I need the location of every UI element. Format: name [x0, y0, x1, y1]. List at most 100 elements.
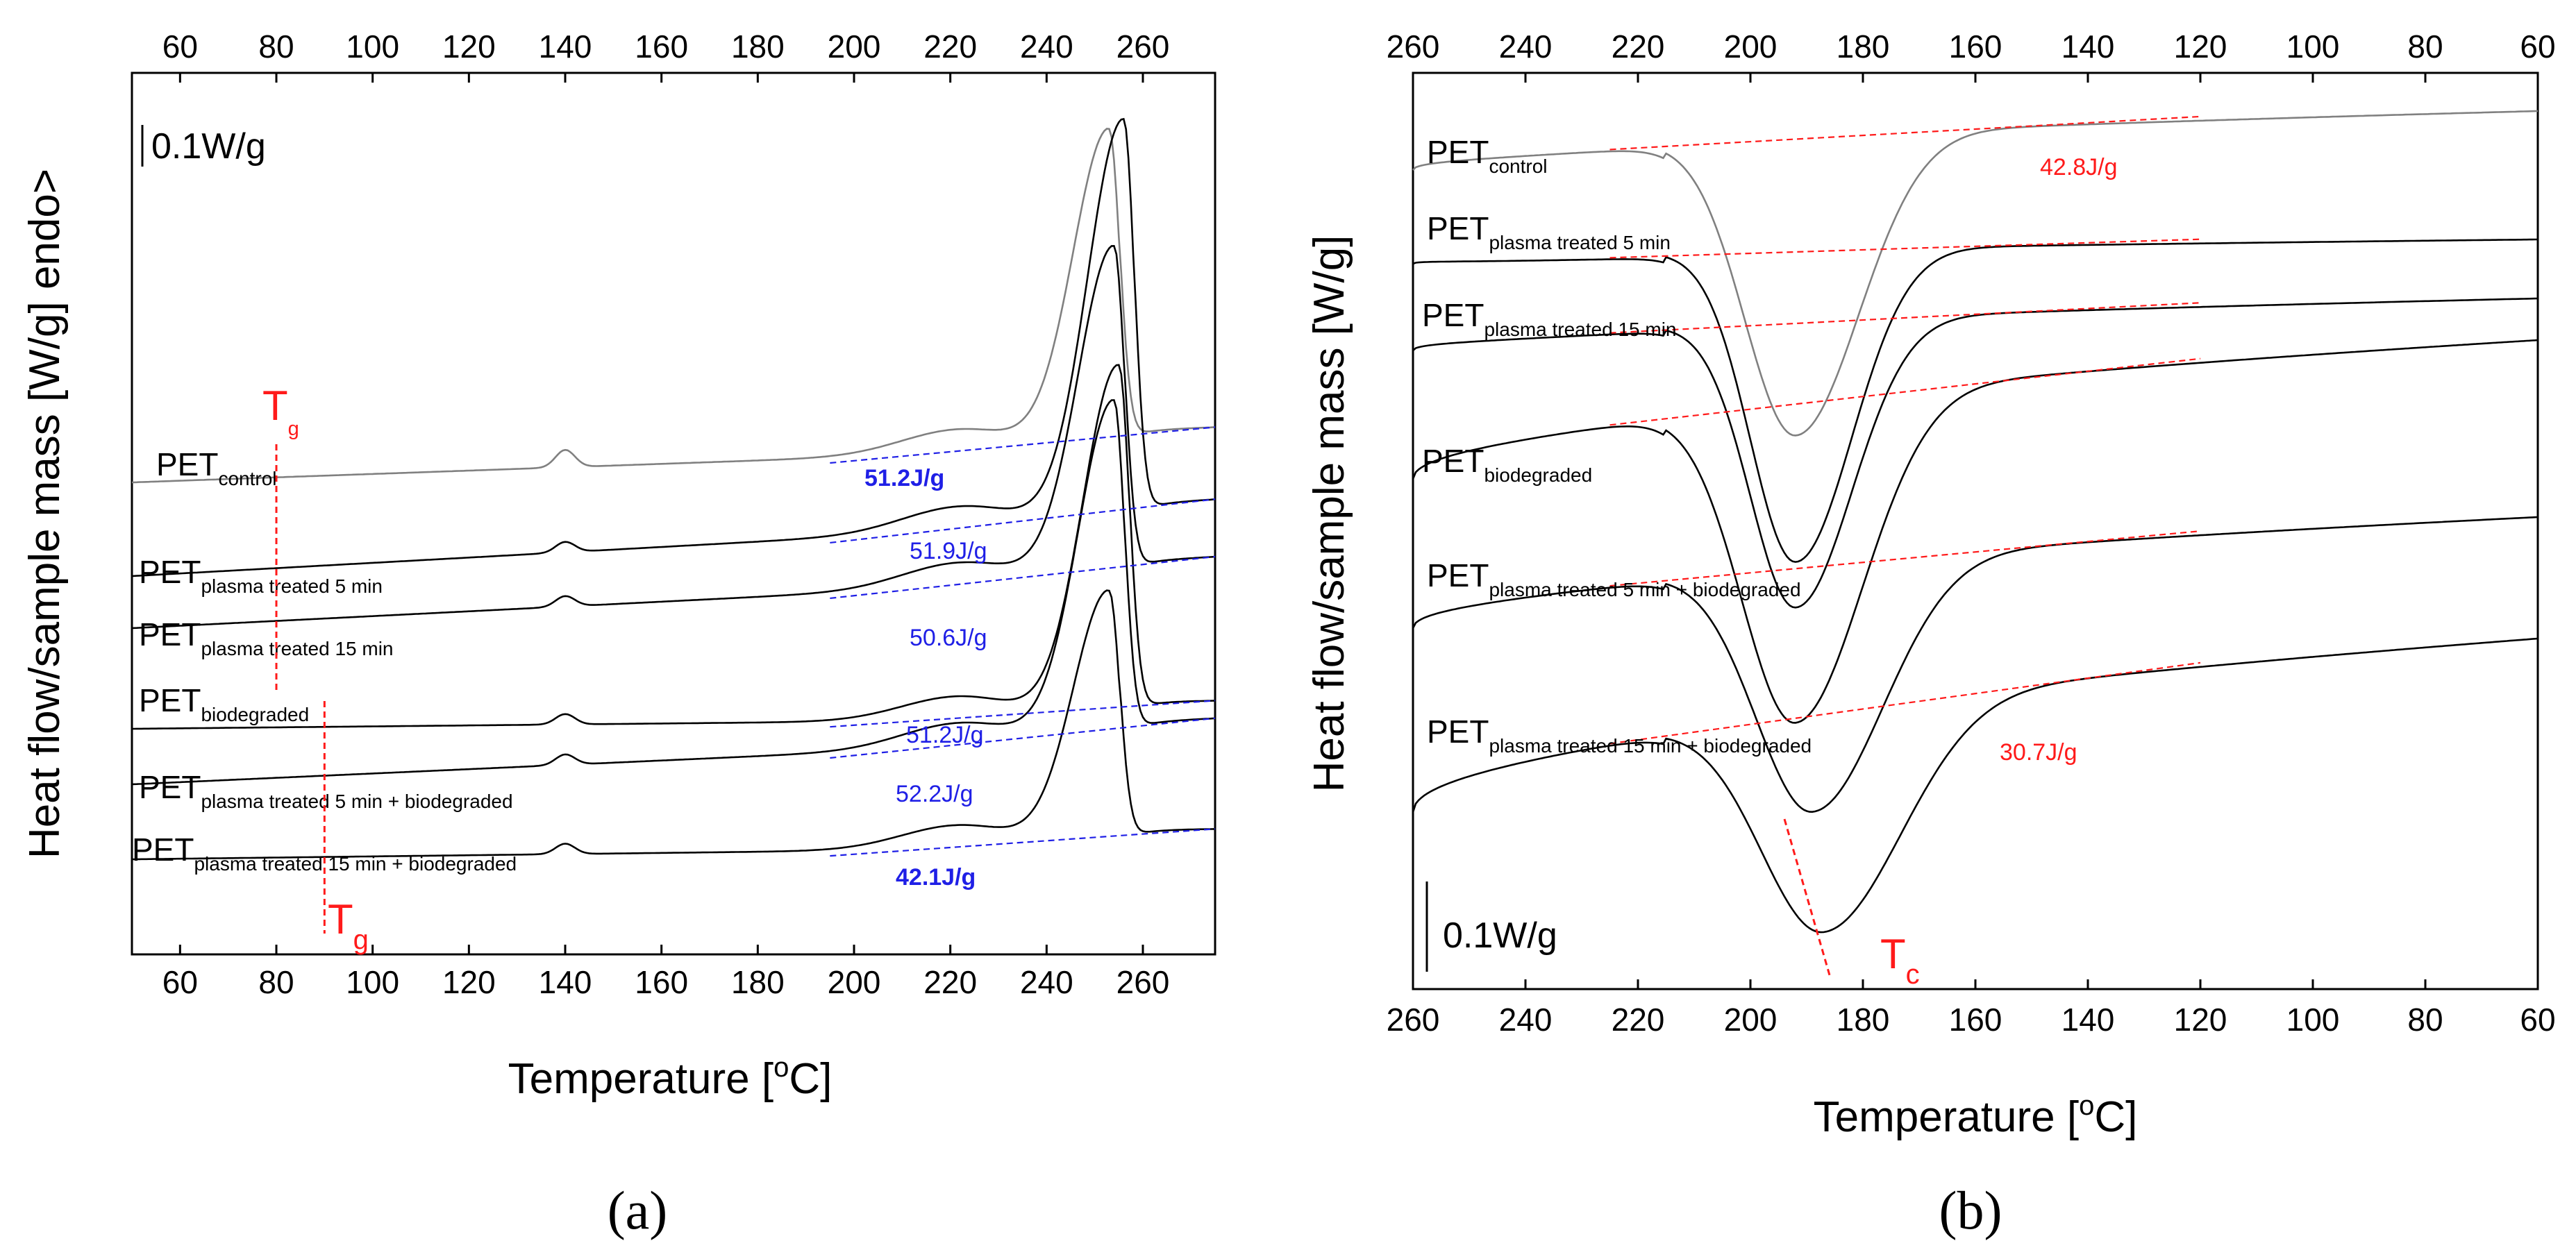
panel-b-baseline-4 — [1609, 530, 2201, 587]
panel-b-curve-0 — [1412, 110, 2539, 437]
panel-a-y-axis-title: Heat flow/sample mass [W/g] endo> — [21, 169, 69, 859]
panel-a-tg-label-2: Tg — [328, 896, 369, 955]
panel-a-chart: 60 60 80 80 100 100 120 120 140 140 160 160 180 180 20… — [21, 28, 1216, 1240]
panel-a-tg-label-1: Tg — [262, 382, 299, 440]
panel-b-bottom-tick-label: 220 — [1612, 1002, 1665, 1038]
panel-b-scale-label: 0.1W/g — [1443, 916, 1557, 956]
panel-a-curve-0 — [131, 128, 1216, 484]
panel-a-series-label-3: PETbiodegraded — [139, 682, 309, 725]
panel-a-top-tick-label: 100 — [346, 28, 399, 65]
panel-b-bottom-tick-label: 240 — [1499, 1002, 1553, 1038]
panel-b-series-label-2: PETplasma treated 15 min — [1422, 297, 1677, 340]
panel-a-top-tick-label: 140 — [539, 28, 592, 65]
panel-a-curve-5 — [132, 589, 1215, 861]
panel-b-top-tick-label: 160 — [1949, 28, 2002, 65]
panel-b-bottom-tick-label: 180 — [1837, 1002, 1890, 1038]
panel-b-curve-5 — [1412, 637, 2539, 934]
panel-b-x-axis-title: Temperature [oC] — [1814, 1090, 2138, 1141]
panel-a-bottom-tick-label: 60 — [162, 964, 198, 1000]
panel-b-caption: (b) — [1939, 1180, 2002, 1240]
panel-b-baseline-5 — [1609, 661, 2201, 745]
panel-b-y-axis-title: Heat flow/sample mass [W/g] — [1305, 235, 1353, 793]
panel-a-top-tick-label: 80 — [258, 28, 294, 65]
panel-a-top-tick-label: 180 — [731, 28, 785, 65]
panel-b-top-tick-label: 120 — [2174, 28, 2227, 65]
panel-b-series-label-4: PETplasma treated 5 min + biodegraded — [1427, 557, 1801, 600]
panel-b-bottom-tick-label: 260 — [1387, 1002, 1440, 1038]
panel-b-baseline-3 — [1609, 357, 2201, 426]
panel-b-baseline-0 — [1609, 115, 2201, 151]
panel-a-bottom-tick-label: 80 — [258, 964, 294, 1000]
panel-b-series-label-5: PETplasma treated 15 min + biodegraded — [1427, 714, 1812, 757]
panel-a-series-label-0: PETcontrol — [156, 446, 277, 489]
panel-a-series-label-4: PETplasma treated 5 min + biodegraded — [139, 769, 513, 812]
panel-b-ticks: 260 260 240 240 220 220 200 200 180 180 160 160 140 1… — [1387, 28, 2556, 1038]
panel-b-top-tick-label: 220 — [1612, 28, 1665, 65]
panel-a-baseline-3 — [830, 700, 1216, 728]
panel-a-x-axis-title: Temperature [oC] — [508, 1052, 833, 1103]
panel-a-bottom-tick-label: 220 — [923, 964, 977, 1000]
panel-a-bottom-tick-label: 140 — [539, 964, 592, 1000]
panel-b-bottom-tick-label: 120 — [2174, 1002, 2227, 1038]
panel-a-enthalpy-label-2: 50.6J/g — [910, 625, 987, 651]
panel-a-enthalpy-label-1: 51.9J/g — [910, 538, 987, 564]
panel-b-curve-2 — [1412, 297, 2539, 609]
panel-b-chart: 260 260 240 240 220 220 200 200 180 180 160 160 140 1… — [1305, 28, 2556, 1240]
panel-b-bottom-tick-label: 60 — [2520, 1002, 2555, 1038]
panel-b-top-tick-label: 180 — [1837, 28, 1890, 65]
panel-a-curve-1 — [131, 117, 1216, 577]
panel-a-caption: (a) — [608, 1180, 668, 1240]
panel-a-top-tick-label: 240 — [1020, 28, 1073, 65]
panel-a-top-tick-label: 260 — [1116, 28, 1170, 65]
panel-a-top-tick-label: 200 — [828, 28, 881, 65]
panel-a-series-label-5: PETplasma treated 15 min + biodegraded — [132, 832, 517, 875]
panel-a-bottom-tick-label: 180 — [731, 964, 785, 1000]
panel-a-top-tick-label: 220 — [923, 28, 977, 65]
panel-b-series-label-1: PETplasma treated 5 min — [1427, 210, 1671, 253]
panel-b-bottom-tick-label: 80 — [2407, 1002, 2443, 1038]
panel-b-series-label-0: PETcontrol — [1427, 134, 1548, 177]
panel-a-bottom-tick-label: 120 — [442, 964, 496, 1000]
panel-a-baseline-4 — [830, 717, 1216, 759]
panel-a-baseline-2 — [830, 555, 1216, 600]
panel-b-bottom-tick-label: 140 — [2061, 1002, 2115, 1038]
panel-b-series-labels: PETcontrol PETplasma treated 5 min PETplas… — [1422, 134, 1812, 757]
panel-a-bottom-tick-label: 240 — [1020, 964, 1073, 1000]
panel-a-series-label-2: PETplasma treated 15 min — [139, 616, 394, 659]
panel-a-curve-3 — [132, 364, 1215, 730]
panel-b-curves — [1412, 110, 2539, 934]
panel-b-top-tick-label: 80 — [2407, 28, 2443, 65]
panel-a-curves — [131, 117, 1216, 861]
panel-a-series-label-1: PETplasma treated 5 min — [139, 554, 383, 597]
panel-a-baseline-0 — [830, 426, 1216, 464]
panel-a-bottom-tick-label: 160 — [635, 964, 688, 1000]
panel-b-curve-3 — [1412, 339, 2539, 724]
panel-a-series-labels: PETcontrol PETplasma treated 5 min PETplas… — [132, 446, 517, 875]
panel-a-ticks: 60 60 80 80 100 100 120 120 140 140 160 160 180 180 20… — [162, 28, 1170, 1000]
panel-a-baseline-1 — [830, 498, 1216, 544]
panel-b-top-tick-label: 200 — [1724, 28, 1778, 65]
panel-b-top-tick-label: 260 — [1387, 28, 1440, 65]
panel-b-baselines — [1609, 115, 2201, 745]
panel-b-tc-label: Tc — [1880, 931, 1920, 990]
panel-a-top-tick-label: 120 — [442, 28, 496, 65]
panel-a-scale-label: 0.1W/g — [151, 126, 266, 167]
panel-b-top-tick-label: 100 — [2286, 28, 2340, 65]
panel-b-top-tick-label: 60 — [2520, 28, 2555, 65]
panel-b-enthalpy-label-control: 42.8J/g — [2040, 154, 2118, 180]
panel-a-enthalpy-label-4: 52.2J/g — [896, 781, 973, 807]
panel-b-baseline-2 — [1609, 302, 2201, 334]
panel-a-enthalpy-label-3: 51.2J/g — [906, 722, 984, 748]
panel-a-baseline-5 — [830, 828, 1216, 857]
panel-a-curve-2 — [131, 244, 1216, 630]
panel-b-bottom-tick-label: 200 — [1724, 1002, 1778, 1038]
panel-a-baselines — [830, 426, 1216, 857]
panel-b-bottom-tick-label: 100 — [2286, 1002, 2340, 1038]
panel-b-bottom-tick-label: 160 — [1949, 1002, 2002, 1038]
panel-b-baseline-1 — [1609, 238, 2201, 259]
panel-b-top-tick-label: 140 — [2061, 28, 2115, 65]
panel-b-series-label-3: PETbiodegraded — [1422, 443, 1592, 486]
panel-b-tc-line — [1783, 818, 1831, 976]
panel-a-top-tick-label: 60 — [162, 28, 198, 65]
